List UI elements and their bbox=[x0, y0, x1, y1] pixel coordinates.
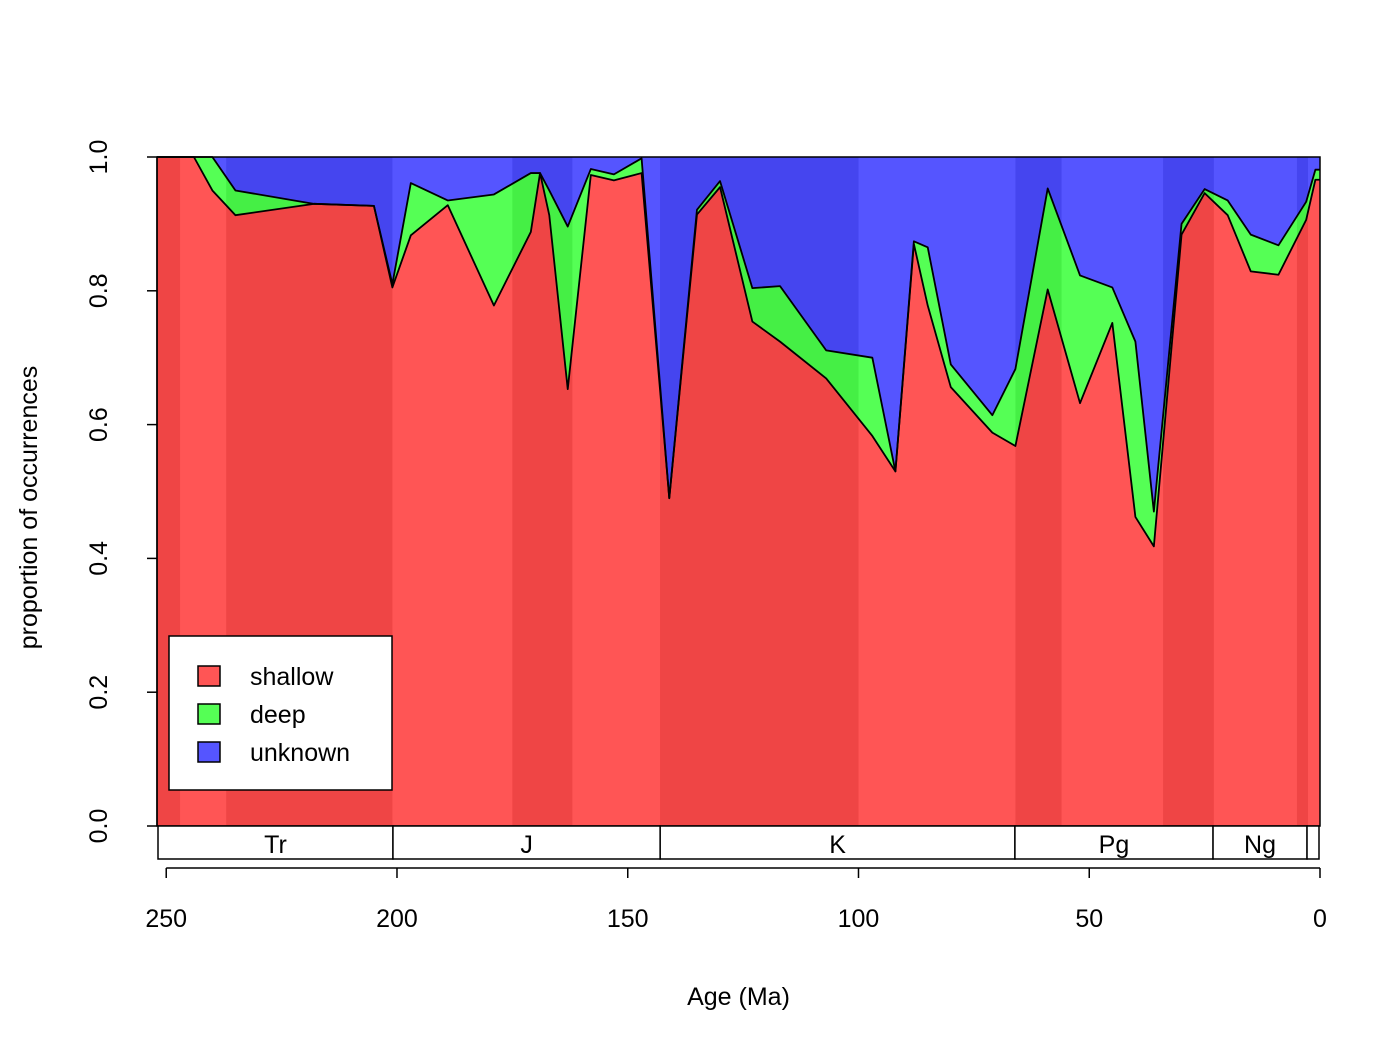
legend-item-shallow: shallow bbox=[197, 663, 334, 691]
y-tick-label: 0.0 bbox=[85, 809, 113, 844]
x-tick-label: 250 bbox=[145, 905, 187, 933]
legend-swatch bbox=[197, 703, 221, 725]
y-tick-label: 0.4 bbox=[85, 541, 113, 576]
period-box bbox=[157, 825, 394, 860]
period-ng: Ng bbox=[1212, 825, 1308, 860]
period-quaternary bbox=[1306, 825, 1320, 860]
y-tick-label: 0.6 bbox=[85, 407, 113, 442]
band-shallow bbox=[1308, 157, 1320, 826]
x-tick-label: 100 bbox=[838, 905, 880, 933]
period-label: Tr bbox=[264, 831, 287, 859]
legend-label: shallow bbox=[250, 663, 334, 691]
period-label: Pg bbox=[1099, 831, 1130, 859]
period-pg: Pg bbox=[1014, 825, 1214, 860]
x-tick-label: 50 bbox=[1075, 905, 1103, 933]
period-label: J bbox=[520, 831, 533, 859]
period-j: J bbox=[392, 825, 661, 860]
y-axis-title: proportion of occurrences bbox=[15, 366, 43, 649]
legend-item-unknown: unknown bbox=[197, 739, 350, 767]
period-box bbox=[659, 825, 1016, 860]
period-box bbox=[392, 825, 661, 860]
period-box bbox=[1212, 825, 1308, 860]
x-axis-title: Age (Ma) bbox=[687, 983, 790, 1011]
x-tick-label: 200 bbox=[376, 905, 418, 933]
period-box bbox=[1306, 825, 1320, 860]
band-shallow bbox=[1296, 157, 1309, 826]
period-box bbox=[1014, 825, 1214, 860]
period-k: K bbox=[659, 825, 1016, 860]
x-tick-label: 150 bbox=[607, 905, 649, 933]
period-label: K bbox=[829, 831, 846, 859]
legend-item-deep: deep bbox=[197, 701, 306, 729]
x-axis: 250 200 150 100 50 0 bbox=[145, 867, 1327, 933]
legend: shallow deep unknown bbox=[168, 635, 393, 791]
y-axis: 0.0 0.2 0.4 0.6 0.8 1.0 bbox=[85, 140, 158, 844]
y-tick-label: 1.0 bbox=[85, 140, 113, 175]
x-tick-label: 0 bbox=[1313, 905, 1327, 933]
series-boundary-lines bbox=[157, 156, 1320, 548]
period-label: Ng bbox=[1244, 831, 1276, 859]
period-tr: Tr bbox=[157, 825, 394, 860]
y-tick-label: 0.2 bbox=[85, 675, 113, 710]
period-scale: Tr J K Pg Ng bbox=[157, 825, 1320, 860]
band-shallow bbox=[572, 157, 661, 826]
y-tick-label: 0.8 bbox=[85, 273, 113, 308]
legend-swatch bbox=[197, 665, 221, 687]
stacked-area-layer bbox=[157, 157, 1320, 826]
legend-swatch bbox=[197, 741, 221, 763]
legend-label: unknown bbox=[250, 739, 350, 767]
legend-label: deep bbox=[250, 701, 306, 729]
boundary-shallow-deep bbox=[157, 156, 1320, 548]
boundary-deep-unknown bbox=[157, 156, 1320, 513]
